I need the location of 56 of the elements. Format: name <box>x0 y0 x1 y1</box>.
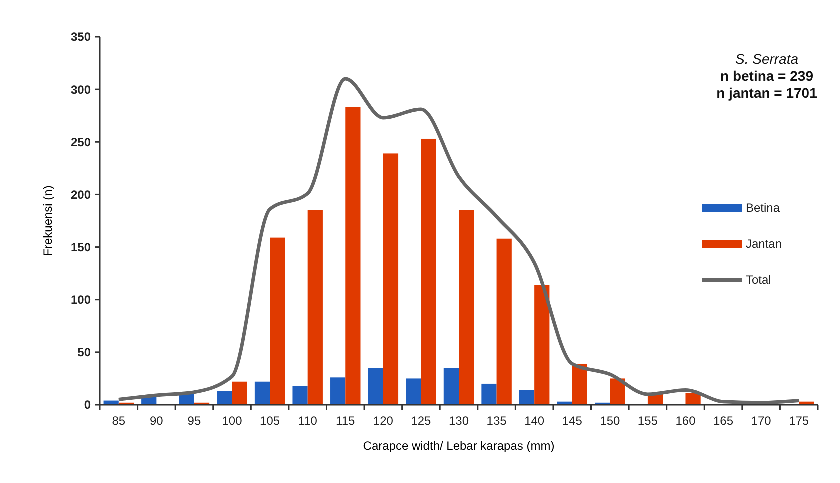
x-tick-label: 170 <box>751 414 772 428</box>
annotation: n jantan = 1701 <box>716 85 818 101</box>
bar <box>686 393 701 405</box>
bar <box>330 378 346 405</box>
x-tick-label: 95 <box>188 414 202 428</box>
x-tick-label: 105 <box>260 414 280 428</box>
x-tick-label: 175 <box>789 414 810 428</box>
x-tick-label: 135 <box>486 414 508 428</box>
legend-label: Jantan <box>746 237 782 252</box>
bar <box>406 378 422 405</box>
x-tick-label: 160 <box>676 414 696 428</box>
y-tick-label: 200 <box>70 188 92 202</box>
bar <box>368 368 384 405</box>
x-tick-label: 90 <box>150 414 164 428</box>
x-axis-title: Carapce width/ Lebar karapas (mm) <box>363 439 555 453</box>
legend-label: Betina <box>746 201 780 216</box>
x-tick-label: 155 <box>638 414 658 428</box>
annotation: n betina = 239 <box>720 68 814 84</box>
bar <box>459 210 474 405</box>
x-tick-label: 85 <box>112 414 126 428</box>
bar <box>346 107 361 405</box>
legend-label: Total <box>746 273 772 288</box>
x-tick-label: 165 <box>714 414 734 428</box>
bar <box>610 378 626 405</box>
x-tick-label: 150 <box>600 414 620 428</box>
bar <box>572 364 588 405</box>
bar <box>482 384 497 405</box>
bar <box>383 154 399 405</box>
x-tick-label: 120 <box>373 414 394 428</box>
y-tick-label: 250 <box>70 135 92 150</box>
y-axis-title: Frekuensi (n) <box>41 186 55 256</box>
annotation: S. Serrata <box>735 51 799 67</box>
x-tick-label: 115 <box>336 414 356 428</box>
x-tick-label: 140 <box>524 414 545 428</box>
bar <box>496 238 512 405</box>
y-tick-label: 300 <box>70 82 92 97</box>
y-tick-label: 350 <box>70 30 92 44</box>
bar <box>232 382 248 405</box>
bar <box>444 368 459 405</box>
x-tick-label: 110 <box>298 414 318 428</box>
y-tick-label: 150 <box>70 240 92 254</box>
bar <box>292 386 308 405</box>
y-tick-label: 0 <box>84 398 92 412</box>
bar <box>308 210 323 405</box>
y-tick-label: 100 <box>70 293 92 308</box>
bar <box>270 238 286 405</box>
bar <box>519 390 535 405</box>
bar <box>421 138 436 405</box>
bar <box>254 382 270 405</box>
x-tick-label: 125 <box>411 414 432 428</box>
bar <box>217 391 232 405</box>
y-tick-label: 50 <box>78 346 92 360</box>
bar <box>534 285 550 405</box>
x-tick-label: 145 <box>562 414 583 428</box>
x-tick-label: 130 <box>448 414 470 428</box>
x-tick-label: 100 <box>222 414 243 428</box>
